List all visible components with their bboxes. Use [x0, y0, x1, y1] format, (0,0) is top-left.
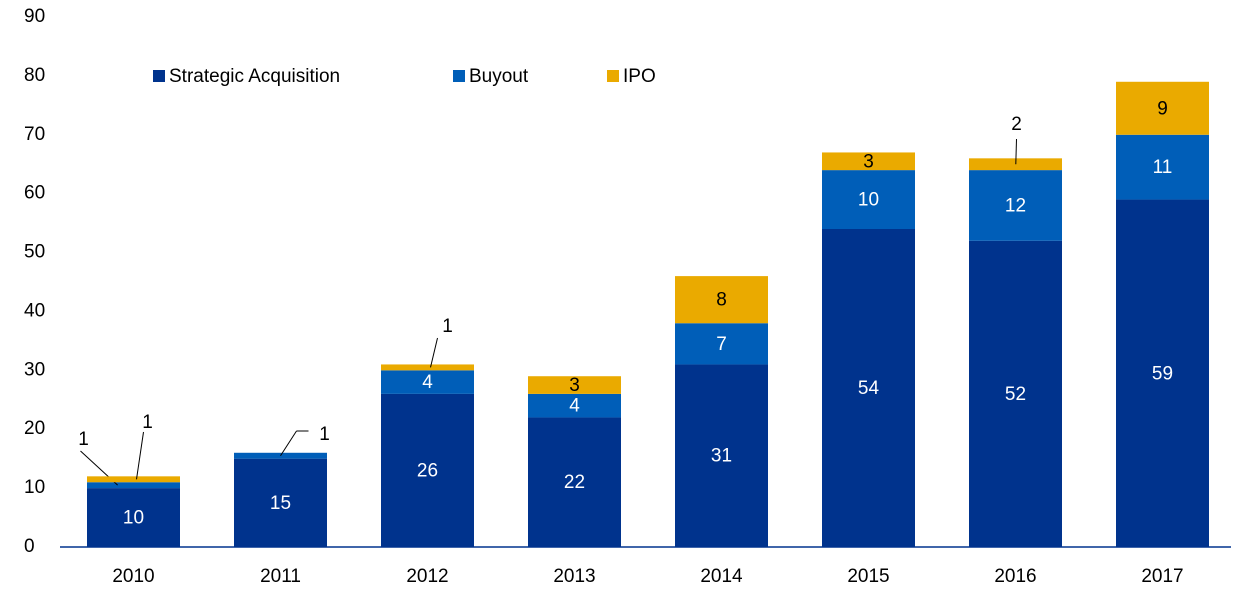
- bar-segment: [675, 323, 768, 365]
- x-tick-label: 2014: [700, 566, 743, 587]
- bar-segment: [528, 376, 621, 394]
- value-label: 31: [711, 446, 732, 467]
- bar-segment: [969, 158, 1062, 171]
- leader-line: [430, 337, 438, 368]
- y-tick-label: 30: [24, 359, 45, 380]
- legend-swatch: [153, 70, 165, 82]
- x-tick-label: 2013: [553, 566, 595, 587]
- y-tick-label: 60: [24, 183, 45, 204]
- bar-segment: [528, 393, 621, 418]
- bar-segment: [87, 476, 180, 483]
- bar-segment: [381, 370, 474, 394]
- value-label: 15: [270, 493, 291, 514]
- value-label: 4: [422, 372, 433, 393]
- y-tick-label: 0: [24, 536, 35, 557]
- bar-segment: [87, 488, 180, 547]
- x-tick-label: 2010: [112, 566, 154, 587]
- value-label: 9: [1157, 98, 1168, 119]
- y-tick-label: 50: [24, 242, 45, 263]
- value-label: 22: [564, 472, 585, 493]
- bar-segment: [675, 364, 768, 547]
- bar-segment: [234, 458, 327, 547]
- bar-segment: [528, 417, 621, 547]
- value-label: 54: [858, 378, 880, 399]
- value-label: 12: [1005, 195, 1026, 216]
- value-label: 4: [569, 396, 580, 417]
- leader-line: [136, 431, 144, 480]
- legend-swatch: [607, 70, 619, 82]
- x-tick-label: 2015: [847, 566, 889, 587]
- value-label: 2: [1011, 114, 1022, 135]
- legend-swatch: [453, 70, 465, 82]
- y-tick-label: 20: [24, 418, 45, 439]
- bar-segment: [1116, 199, 1209, 548]
- value-label: 1: [319, 424, 330, 445]
- y-tick-label: 40: [24, 300, 45, 321]
- value-label: 1: [78, 429, 89, 450]
- value-label: 52: [1005, 384, 1026, 405]
- value-label: 59: [1152, 363, 1173, 384]
- bar-segment: [381, 393, 474, 547]
- bar-segment: [969, 170, 1062, 241]
- x-tick-label: 2012: [406, 566, 448, 587]
- y-tick-label: 80: [24, 65, 45, 86]
- leader-line: [1015, 138, 1017, 165]
- bar-segment: [381, 364, 474, 371]
- bar-segment: [1116, 134, 1209, 200]
- value-label: 3: [863, 151, 874, 172]
- value-label: 8: [716, 290, 727, 311]
- leader-line: [280, 430, 297, 456]
- value-label: 1: [442, 316, 453, 337]
- y-tick-label: 10: [24, 477, 45, 498]
- legend-label: Buyout: [469, 66, 529, 87]
- x-tick-label: 2016: [994, 566, 1036, 587]
- value-label: 26: [417, 460, 438, 481]
- value-label: 7: [716, 334, 727, 355]
- x-tick-label: 2011: [260, 566, 301, 587]
- value-label: 11: [1153, 157, 1173, 178]
- bar-segment: [822, 170, 915, 229]
- y-tick-label: 90: [24, 6, 45, 27]
- value-label: 10: [858, 190, 879, 211]
- bar-segment: [87, 482, 180, 489]
- bar-segment: [822, 152, 915, 171]
- legend-label: IPO: [623, 66, 656, 87]
- bar-segment: [822, 229, 915, 547]
- legend-label: Strategic Acquisition: [169, 66, 340, 87]
- y-tick-label: 70: [24, 124, 45, 145]
- value-label: 10: [123, 508, 144, 529]
- bar-segment: [675, 276, 768, 324]
- value-label: 1: [142, 412, 153, 433]
- bar-segment: [969, 240, 1062, 547]
- x-tick-label: 2017: [1141, 566, 1183, 587]
- bar-segment: [1116, 81, 1209, 135]
- value-label: 3: [569, 375, 580, 396]
